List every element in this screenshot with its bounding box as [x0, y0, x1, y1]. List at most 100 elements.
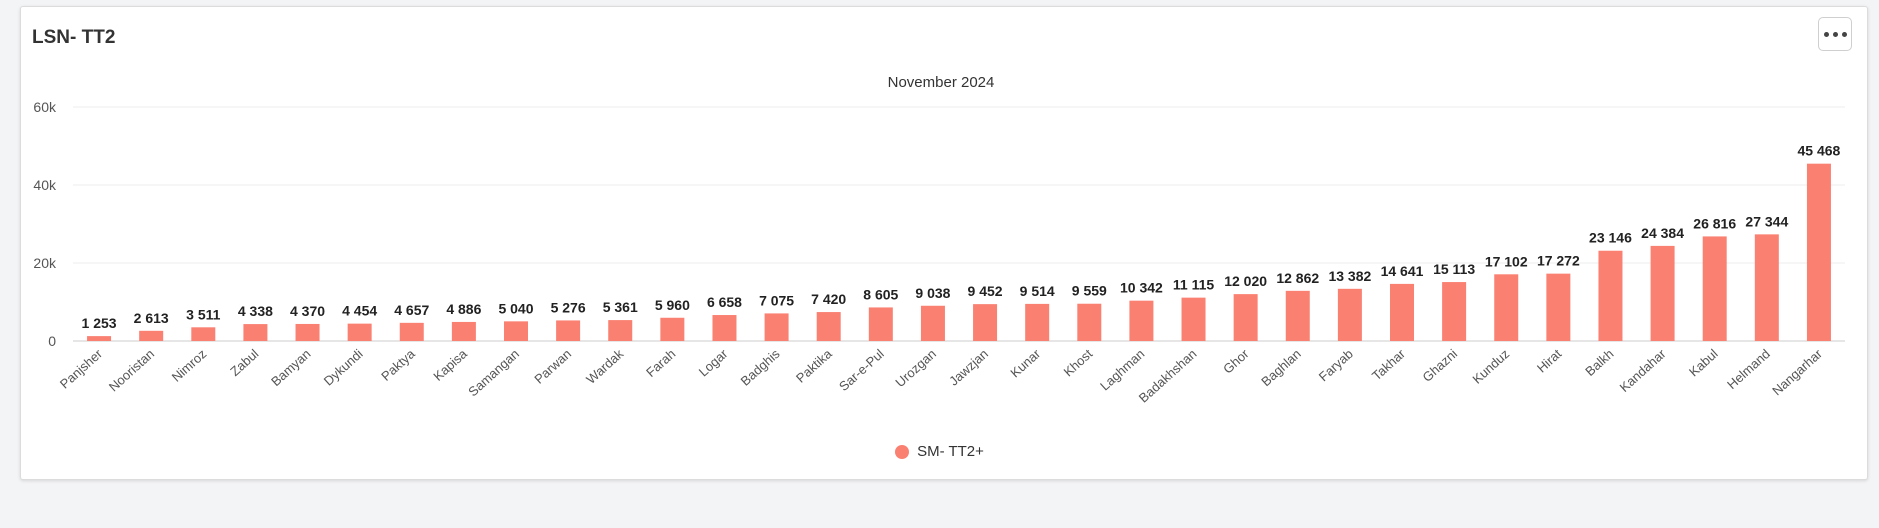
data-label: 12 020: [1224, 273, 1267, 289]
data-label: 10 342: [1120, 280, 1163, 296]
x-tick-label: Paktika: [793, 346, 835, 386]
x-tick-label: Takhar: [1369, 346, 1409, 384]
x-tick-label: Logar: [696, 346, 731, 380]
x-tick-label: Kunduz: [1469, 346, 1512, 387]
data-label: 45 468: [1798, 143, 1841, 159]
bar: [139, 330, 164, 341]
bar: [347, 323, 372, 341]
bar: [1390, 283, 1414, 341]
x-tick-label: Faryab: [1316, 346, 1356, 384]
legend-swatch: [895, 444, 910, 459]
x-tick-label: Jawzjan: [946, 346, 991, 389]
data-label: 17 102: [1485, 253, 1528, 269]
x-tick-label: Zabul: [227, 346, 261, 379]
data-label: 26 816: [1693, 215, 1736, 231]
bar: [1442, 282, 1467, 341]
chart-card: LSN- TT2: [20, 6, 1868, 480]
data-label: 5 960: [655, 297, 690, 313]
bar: [712, 315, 737, 341]
bar: [973, 304, 998, 341]
data-label: 4 370: [290, 303, 325, 319]
data-label: 5 040: [498, 300, 533, 316]
bar: [556, 320, 581, 341]
bar: [1077, 303, 1102, 341]
x-tick-label: Nangarhar: [1769, 346, 1825, 399]
data-label: 5 361: [603, 299, 638, 315]
data-label: 9 452: [968, 283, 1003, 299]
data-label: 13 382: [1328, 268, 1371, 284]
data-label: 9 514: [1020, 283, 1055, 299]
x-tick-label: Nooristan: [106, 346, 157, 394]
bar: [660, 317, 685, 341]
x-tick-label: Sar-e-Pul: [836, 346, 887, 394]
bar: [1337, 288, 1362, 341]
data-label: 9 038: [915, 285, 950, 301]
x-tick-label: Paktya: [378, 346, 418, 384]
data-label: 12 862: [1276, 270, 1319, 286]
bar: [87, 336, 112, 341]
data-label: 9 559: [1072, 283, 1107, 299]
more-options-button[interactable]: [1818, 17, 1852, 51]
bar: [1233, 294, 1258, 341]
bar: [608, 320, 633, 341]
y-tick-label: 0: [48, 333, 56, 349]
x-tick-label: Laghman: [1097, 346, 1147, 393]
bar: [243, 324, 268, 341]
data-label: 8 605: [863, 286, 898, 302]
data-label: 24 384: [1641, 225, 1684, 241]
y-tick-label: 40k: [33, 177, 57, 193]
legend-label: SM- TT2+: [917, 443, 984, 460]
x-tick-label: Ghor: [1220, 346, 1252, 377]
y-tick-label: 60k: [33, 99, 57, 115]
bar: [1494, 274, 1519, 341]
y-tick-label: 20k: [33, 255, 57, 271]
bar: [1025, 303, 1050, 341]
data-label: 6 658: [707, 294, 742, 310]
x-tick-label: Kunar: [1007, 346, 1043, 381]
data-label: 4 454: [342, 303, 377, 319]
bar: [1546, 273, 1571, 341]
bar: [920, 305, 945, 341]
data-label: 1 253: [82, 315, 117, 331]
data-label: 23 146: [1589, 230, 1632, 246]
x-tick-label: Kandahar: [1617, 346, 1669, 395]
ellipsis-icon: [1823, 31, 1847, 37]
data-label: 4 338: [238, 303, 273, 319]
chart-legend[interactable]: SM- TT2+: [0, 443, 1879, 460]
data-label: 4 886: [446, 301, 481, 317]
data-label: 3 511: [186, 306, 220, 322]
x-tick-label: Ghazni: [1419, 346, 1460, 385]
data-label: 14 641: [1381, 263, 1424, 279]
data-label: 2 613: [134, 310, 169, 326]
x-tick-label: Parwan: [531, 346, 574, 387]
bar: [1285, 290, 1310, 341]
data-label: 4 657: [394, 302, 429, 318]
x-tick-label: Balkh: [1582, 346, 1616, 379]
x-tick-label: Dykundi: [321, 346, 366, 389]
x-tick-label: Kabul: [1686, 346, 1721, 379]
bar: [451, 321, 476, 341]
data-label: 5 276: [551, 299, 586, 315]
bar: [1181, 297, 1206, 341]
bar: [868, 307, 893, 341]
data-label: 15 113: [1433, 261, 1475, 277]
bar: [1129, 300, 1154, 341]
bar: [816, 312, 841, 341]
x-tick-label: Bamyan: [268, 346, 313, 389]
x-tick-label: Baghlan: [1258, 346, 1303, 389]
data-label: 17 272: [1537, 253, 1580, 269]
bar: [764, 313, 789, 341]
x-tick-label: Khost: [1061, 346, 1096, 380]
bar: [295, 323, 320, 341]
bar: [191, 327, 216, 341]
bar: [399, 322, 424, 341]
bar: [1702, 236, 1727, 341]
bar: [504, 321, 528, 341]
x-tick-label: Panjsher: [57, 346, 106, 392]
x-tick-label: Badghis: [738, 346, 783, 389]
x-tick-label: Helmand: [1724, 346, 1773, 392]
x-tick-label: Farah: [643, 346, 678, 380]
x-tick-label: Urozgan: [892, 346, 939, 390]
card-title: LSN- TT2: [32, 27, 116, 48]
